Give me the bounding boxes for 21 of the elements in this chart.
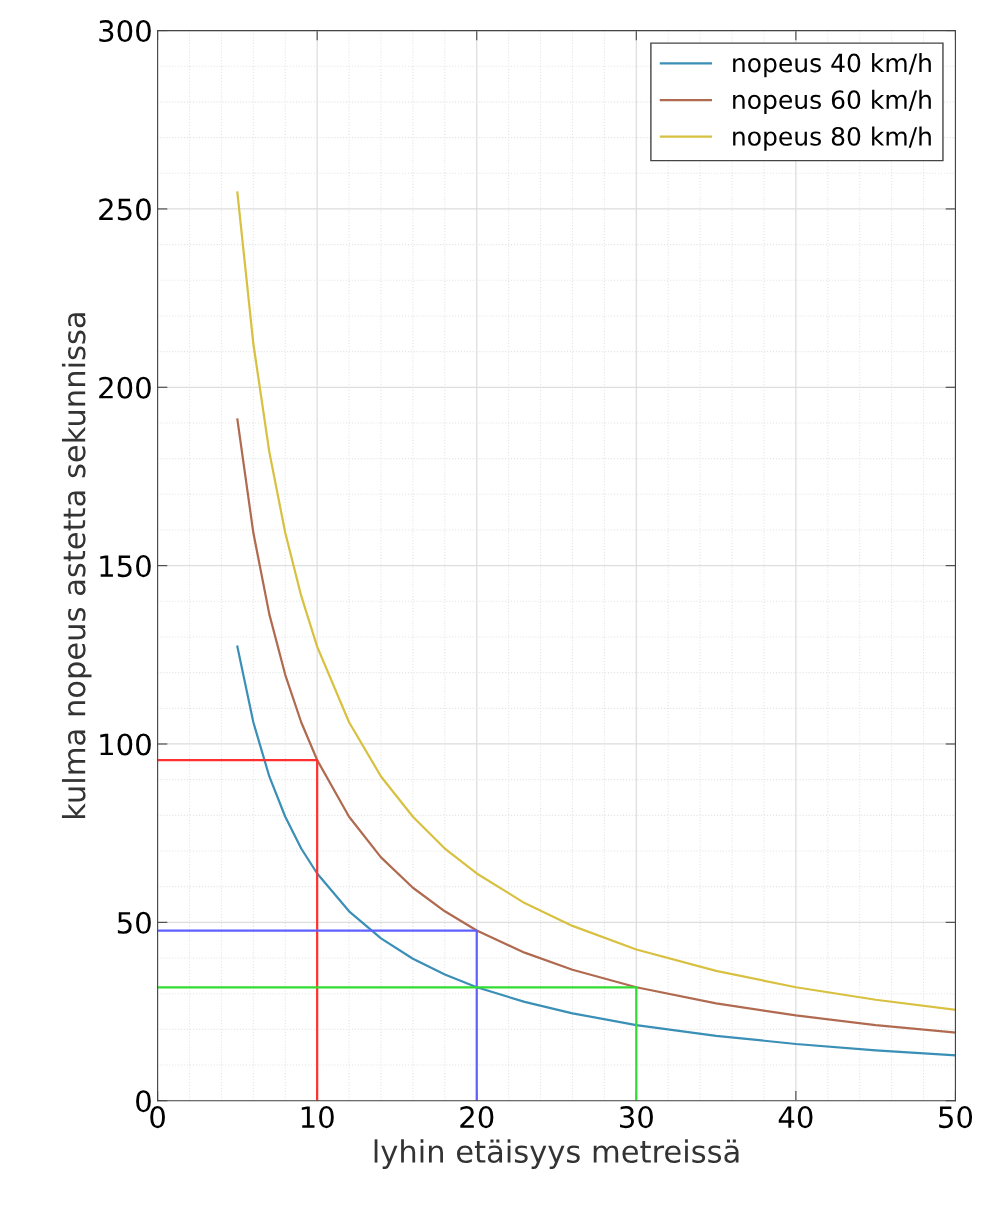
legend-label: nopeus 40 km/h (733, 53, 931, 78)
x-tick-label: 40 (778, 1106, 813, 1129)
y-tick-label: 100 (100, 733, 151, 756)
line-series (236, 418, 956, 1034)
line-series (236, 645, 956, 1057)
y-tick-label: 300 (99, 20, 151, 43)
x-tick-label: 20 (460, 1106, 494, 1129)
x-tick-label: 30 (619, 1106, 653, 1129)
x-axis-title: lyhin etäisyys metreissä (374, 1139, 739, 1169)
y-tick-label: 50 (117, 911, 151, 934)
x-tick-label: 0 (150, 1106, 165, 1129)
y-tick-label: 200 (99, 376, 151, 399)
y-tick-label: 0 (136, 1090, 151, 1113)
y-axis-title: kulma nopeus astetta sekunnissa (61, 313, 92, 819)
y-tick-label: 250 (99, 198, 151, 221)
x-tick-label: 10 (301, 1106, 334, 1129)
x-tick-label: 50 (939, 1106, 973, 1129)
legend-label: nopeus 80 km/h (733, 126, 931, 151)
line-series (236, 191, 956, 1011)
y-tick-label: 150 (100, 555, 151, 578)
legend-label: nopeus 60 km/h (733, 89, 931, 114)
